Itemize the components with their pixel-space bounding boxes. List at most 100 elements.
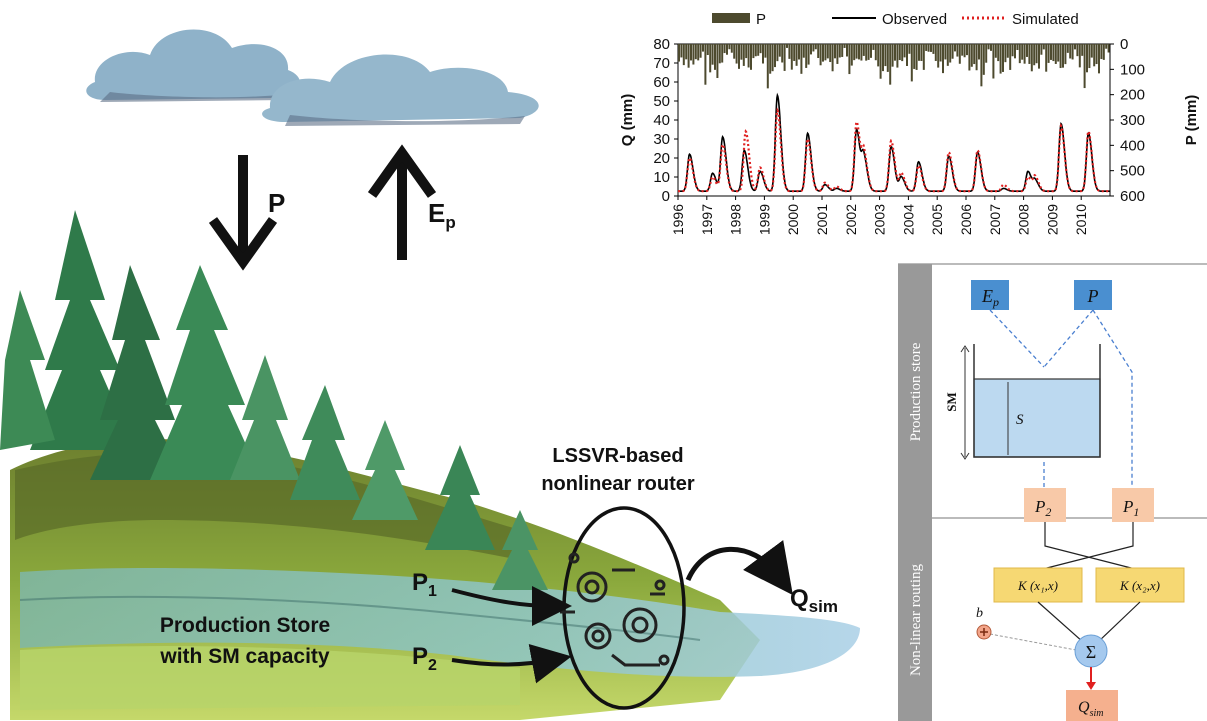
precip-bar [944,44,947,60]
p1-label: P1 [412,569,437,600]
p2-box [1024,488,1066,522]
sum-label: Σ [1086,642,1096,662]
precip-bar [771,44,774,72]
precip-bar [913,44,916,69]
x-tick-label: 2003 [872,204,888,235]
precip-bar [886,44,889,72]
precip-bar [956,44,959,57]
precip-bar [846,44,848,57]
precip-bar [1026,44,1028,57]
precip-bar [1064,44,1067,65]
precip-bar [730,44,733,53]
precip-bar [958,44,961,64]
precip-bar [930,44,932,52]
production-label: Production store [908,342,924,441]
right-axis-label: P (mm) [1183,95,1200,146]
precip-bar [966,44,968,56]
precip-bar [805,44,808,68]
precip-bar [968,44,971,71]
precip-bar [853,44,856,61]
precip-bar [752,44,755,59]
precip-bar [1105,44,1108,49]
precip-label: P [268,188,285,218]
p-box [1074,280,1112,310]
precip-bar [1057,44,1060,62]
precip-bar [740,44,743,60]
precip-bar [1028,44,1031,64]
precip-bar [896,44,899,68]
precip-bar [1045,44,1048,72]
precip-bar [831,44,834,72]
left-tick-label: 70 [653,55,670,72]
precip-bar [997,44,1000,62]
precip-bar [781,44,784,63]
precip-bar [1035,44,1038,64]
precip-bar [872,44,875,50]
precip-bar [949,44,952,63]
precip-bar [1038,44,1040,69]
precip-bar [1042,44,1045,50]
store-line1: Production Store [160,614,330,637]
production-sidebar [898,264,932,518]
precip-bar [711,44,714,65]
precip-bar [922,44,925,70]
chart-legend: P Observed Simulated [712,11,1079,28]
precip-bar [882,44,884,72]
kernel2-box [1095,567,1185,603]
x-tick-label: 2008 [1016,204,1032,235]
qsim-box [1066,690,1118,721]
left-tick-label: 0 [662,188,670,205]
precip-bar [927,44,930,52]
precip-bar [1088,44,1091,69]
precip-bar [1081,44,1084,56]
right-tick-label: 100 [1120,61,1145,78]
hydrograph-chart: P Observed Simulated 0 10 20 30 40 50 60 70 80 0… [619,11,1200,235]
precip-bar [692,44,695,65]
precip-bar [838,44,841,58]
precip-bar [694,44,697,60]
evap-label: Ep [428,198,456,232]
precip-bar [1052,44,1055,62]
sm-label: SM [944,392,959,412]
precip-bar [706,44,709,56]
router-title-line1: LSSVR-based [552,445,683,467]
p1-arrow [451,585,572,626]
x-tick-label: 2005 [929,204,945,235]
p1-box-label: P1 [1122,497,1139,519]
precip-bar [735,44,738,64]
store-line2: with SM capacity [159,645,330,668]
x-tick-label: 1996 [670,204,686,235]
p2-label: P2 [412,643,437,674]
left-axis-label: Q (mm) [619,94,636,147]
precip-bar [1006,44,1009,58]
precip-bar [1090,44,1093,58]
precip-bar [738,44,740,69]
x-axis-ticks: 1996 1997 1998 1999 2000 2001 2002 2003 2004 2005… [670,196,1089,235]
precip-bar [802,44,805,58]
precip-bar [718,44,721,64]
precip-bar [1021,44,1024,60]
x-tick-label: 2001 [814,204,830,235]
kernel1-box [993,567,1083,603]
precip-bar [709,44,712,73]
precip-bar [1062,44,1064,68]
precip-bar [678,44,680,62]
precip-bar [786,44,788,48]
precip-bar [874,44,877,61]
precip-bar [1107,44,1110,53]
kernel2-label: K (x₂,x) [1119,578,1160,593]
precip-bar [994,44,997,58]
precip-bar [1009,44,1012,70]
precip-bar [680,44,683,58]
left-tick-label: 30 [653,131,670,148]
precip-bar [757,44,760,56]
x-tick-label: 2000 [785,204,801,235]
precip-bar [841,44,844,57]
forest [0,210,548,590]
precip-bar [1078,44,1081,68]
legend-label-precip: P [756,11,766,28]
precip-bar [843,44,846,48]
precip-bar [858,44,860,60]
x-tick-label: 1998 [728,204,744,235]
